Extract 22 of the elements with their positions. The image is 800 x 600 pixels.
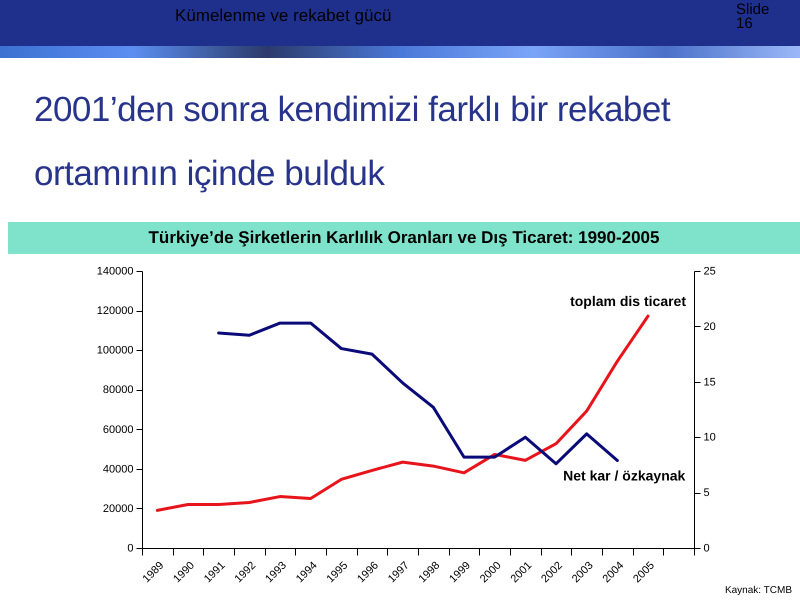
series-label: Net kar / özkaynak [563, 467, 686, 484]
line-series [217, 322, 619, 466]
y2-tick-label: 5 [704, 487, 710, 500]
y2-tick-label: 0 [704, 542, 710, 554]
y2-tick-label: 20 [704, 320, 716, 333]
y-tick-label: 40000 [102, 463, 134, 476]
y-tick-label: 100000 [96, 344, 134, 357]
chart-title: Türkiye’de Şirketlerin Karlılık Oranları ve Dış Ticaret: 1990-2005 [8, 222, 800, 254]
y-tick-label: 0 [127, 542, 134, 554]
y-tick-label: 120000 [96, 305, 134, 318]
text: Kümelenme ve rekabet gücü [175, 6, 392, 26]
y-tick-label: 60000 [102, 424, 134, 436]
y-tick-label: 20000 [102, 502, 134, 515]
y-tick-label: 140000 [96, 266, 134, 278]
y2-tick-label: 10 [704, 432, 716, 444]
y2-tick-label: 25 [704, 266, 716, 278]
text: Slide 16 [736, 1, 770, 32]
text: Kaynak: TCMB [724, 585, 792, 596]
y-tick-label: 80000 [102, 384, 134, 396]
series-label: toplam dis ticaret [570, 293, 686, 310]
y2-tick-label: 15 [704, 376, 716, 388]
chart-subtitle: 2001’den sonra kendimizi farklı bir rekabet ortamının içinde bulduk [34, 89, 672, 195]
